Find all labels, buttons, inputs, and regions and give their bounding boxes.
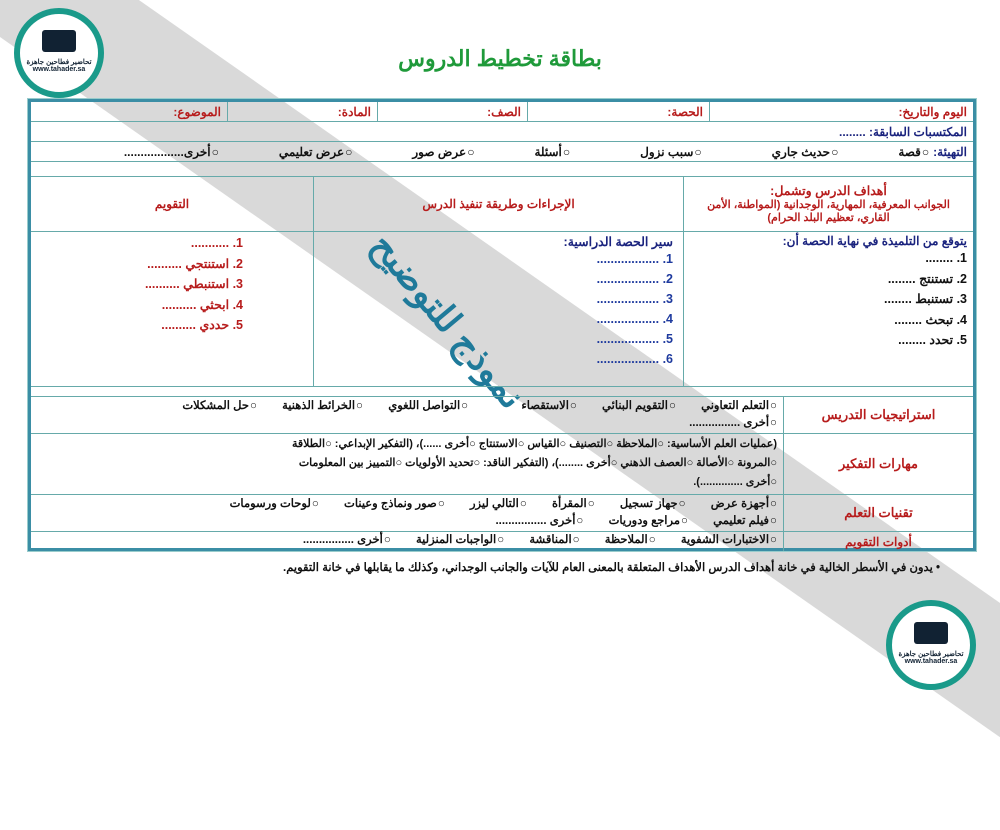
instruction-note: • يدون في الأسطر الخالية في خانة أهداف ا… [283, 562, 940, 574]
tool-option[interactable]: الواجبات المنزلية [416, 532, 504, 549]
tech-option[interactable]: جهاز تسجيل [620, 496, 686, 513]
thinking-line[interactable]: ○المرونة ○الأصالة ○العصف الذهني ○أخرى ..… [298, 457, 777, 469]
strategies-row: استراتيجيات التدريس التعلم التعاوني التق… [31, 397, 973, 434]
strategy-option[interactable]: التعلم التعاوني [701, 398, 777, 415]
tech-label: تقنيات التعلم [783, 495, 973, 531]
logo-bottom: تحاضير فطاحين جاهزة www.tahader.sa [886, 600, 976, 690]
tech-row: تقنيات التعلم أجهزة عرض جهاز تسجيل المقر… [31, 495, 973, 532]
warmup-row: التهيئة: قصة حديث جاري سبب نزول أسئلة عر… [31, 142, 973, 162]
date-field[interactable]: اليوم والتاريخ: [709, 102, 973, 121]
tech-option[interactable]: أخرى ................ [495, 513, 583, 530]
strategy-option[interactable]: أخرى ................ [689, 415, 777, 432]
tool-option[interactable]: الاختبارات الشفوية [681, 532, 777, 549]
procedure-item[interactable]: 6. .................. [596, 352, 673, 366]
goals-intro: يتوقع من التلميذة في نهاية الحصة أن: [782, 234, 967, 248]
goal-item[interactable]: 4. تبحث ........ [894, 312, 967, 327]
tool-option[interactable]: أخرى ................ [303, 532, 391, 549]
evaluation-item[interactable]: 1. ........... [190, 236, 243, 250]
procedure-item[interactable]: 5. .................. [596, 332, 673, 346]
spacer [31, 387, 973, 397]
tool-option[interactable]: المناقشة [529, 532, 579, 549]
tech-option[interactable]: أجهزة عرض [711, 496, 777, 513]
goal-item[interactable]: 1. ........ [925, 251, 967, 265]
warmup-option[interactable]: قصة [898, 145, 929, 159]
tool-option[interactable]: الملاحظة [605, 532, 656, 549]
prior-knowledge[interactable]: المكتسبات السابقة: ........ [31, 122, 973, 142]
columns-header: أهداف الدرس وتشمل: الجوانب المعرفية، الم… [31, 177, 973, 232]
header-row: اليوم والتاريخ: الحصة: الصف: المادة: الم… [31, 102, 973, 122]
warmup-label: التهيئة: [933, 144, 967, 159]
thinking-line[interactable]: ○أخرى ..............). [693, 476, 777, 488]
evaluation-item[interactable]: 3. استنبطي .......... [144, 277, 243, 291]
goals-subtitle: الجوانب المعرفية، المهارية، الوجدانية (ا… [707, 198, 950, 224]
strategy-option[interactable]: الاستقصاء [521, 398, 577, 415]
truck-icon [42, 30, 76, 52]
tech-option[interactable]: لوحات ورسومات [230, 496, 319, 513]
logo-name: تحاضير فطاحين جاهزة [26, 59, 92, 66]
goals-title: أهداف الدرس وتشمل: [770, 183, 887, 198]
logo-url: www.tahader.sa [904, 658, 958, 665]
procedures-title: سير الحصة الدراسية: [563, 235, 673, 249]
tech-option[interactable]: فيلم تعليمي [713, 513, 777, 530]
warmup-option[interactable]: أخرى.................. [124, 145, 219, 159]
strategy-option[interactable]: التواصل اللغوي [388, 398, 468, 415]
logo-top: تحاضير فطاحين جاهزة www.tahader.sa [14, 8, 104, 98]
strategy-option[interactable]: التقويم البنائي [602, 398, 676, 415]
topic-field[interactable]: الموضوع: [173, 104, 221, 119]
lesson-plan-table: اليوم والتاريخ: الحصة: الصف: المادة: الم… [28, 99, 976, 551]
procedure-item[interactable]: 4. .................. [596, 312, 673, 326]
warmup-option[interactable]: أسئلة [534, 145, 570, 159]
class-field[interactable]: الصف: [377, 102, 527, 121]
thinking-label: مهارات التفكير [783, 434, 973, 494]
thinking-line[interactable]: (عمليات العلم الأساسية: ○الملاحظة ○التصن… [291, 438, 777, 450]
goal-item[interactable]: 3. تستنبط ........ [884, 292, 967, 306]
evaluation-header: التقويم [154, 197, 190, 211]
goal-item[interactable]: 5. تحدد ........ [898, 333, 967, 347]
logo-url: www.tahader.sa [32, 66, 86, 73]
strategies-label: استراتيجيات التدريس [783, 397, 973, 433]
spacer [31, 162, 973, 177]
warmup-option[interactable]: سبب نزول [640, 145, 702, 159]
procedure-item[interactable]: 2. .................. [596, 272, 673, 286]
tools-label: أدوات التقويم [783, 532, 973, 551]
content-row: يتوقع من التلميذة في نهاية الحصة أن: 1. … [31, 232, 973, 387]
evaluation-item[interactable]: 5. حددي .......... [161, 318, 243, 332]
evaluation-item[interactable]: 4. ابحثي .......... [161, 297, 243, 312]
tools-row: أدوات التقويم الاختبارات الشفوية الملاحظ… [31, 532, 973, 551]
strategy-option[interactable]: حل المشكلات [182, 398, 257, 415]
tech-option[interactable]: صور ونماذج وعينات [344, 496, 445, 513]
period-field[interactable]: الحصة: [527, 102, 709, 121]
procedures-header: الإجراءات وطريقة تنفيذ الدرس [313, 177, 683, 231]
logo-name: تحاضير فطاحين جاهزة [898, 651, 964, 658]
warmup-option[interactable]: عرض صور [412, 145, 474, 159]
subject-field[interactable]: المادة: [227, 102, 377, 121]
truck-icon [914, 622, 948, 644]
warmup-option[interactable]: عرض تعليمي [279, 145, 353, 159]
tech-option[interactable]: المقرأة [552, 496, 595, 513]
goal-item[interactable]: 2. تستنتج ........ [887, 271, 967, 286]
strategy-option[interactable]: الخرائط الذهنية [282, 398, 363, 415]
tech-option[interactable]: مراجع ودوريات [609, 513, 688, 530]
page-title: بطاقة تخطيط الدروس [398, 46, 602, 71]
evaluation-item[interactable]: 2. استنتجي .......... [147, 256, 243, 271]
warmup-option[interactable]: حديث جاري [772, 145, 839, 159]
procedure-item[interactable]: 3. .................. [596, 292, 673, 306]
tech-option[interactable]: التالي ليزر [470, 496, 527, 513]
thinking-row: مهارات التفكير (عمليات العلم الأساسية: ○… [31, 434, 973, 495]
procedure-item[interactable]: 1. .................. [596, 252, 673, 266]
